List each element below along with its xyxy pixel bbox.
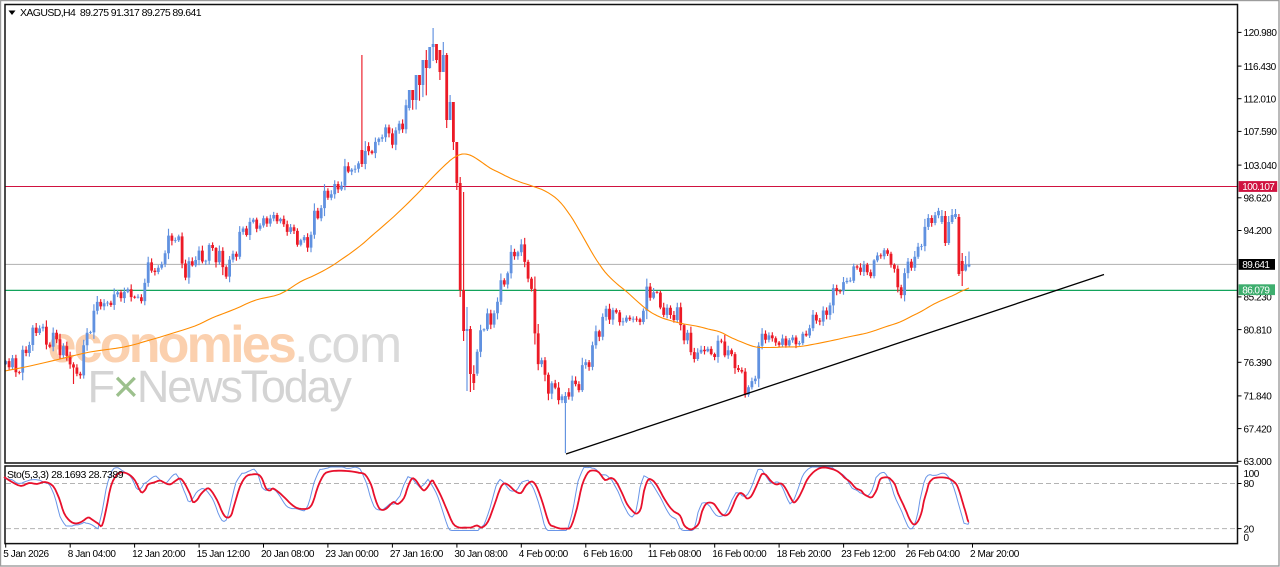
svg-text:120.980: 120.980: [1244, 28, 1278, 39]
svg-text:26 Feb 04:00: 26 Feb 04:00: [906, 549, 961, 560]
svg-text:F×NewsToday: F×NewsToday: [88, 361, 353, 412]
svg-text:63.000: 63.000: [1244, 457, 1273, 468]
svg-text:23 Feb 12:00: 23 Feb 12:00: [841, 549, 896, 560]
svg-text:89.641: 89.641: [1242, 260, 1270, 271]
svg-text:103.040: 103.040: [1244, 161, 1278, 172]
svg-text:2 Mar 20:00: 2 Mar 20:00: [970, 549, 1020, 560]
svg-text:80: 80: [1244, 479, 1255, 490]
svg-text:94.200: 94.200: [1244, 226, 1273, 237]
svg-text:98.620: 98.620: [1244, 194, 1273, 205]
svg-text:100.107: 100.107: [1242, 182, 1275, 193]
svg-text:20 Jan 08:00: 20 Jan 08:00: [261, 549, 315, 560]
svg-text:30 Jan 08:00: 30 Jan 08:00: [454, 549, 508, 560]
svg-text:85.230: 85.230: [1244, 293, 1273, 304]
svg-text:0: 0: [1244, 533, 1250, 544]
svg-text:XAGUSD,H4 89.275 91.317 89.27: XAGUSD,H4 89.275 91.317 89.275 89.641: [20, 7, 202, 19]
svg-text:112.010: 112.010: [1244, 94, 1277, 105]
svg-text:economies.com: economies.com: [48, 316, 401, 374]
svg-text:16 Feb 00:00: 16 Feb 00:00: [712, 549, 767, 560]
svg-text:15 Jan 12:00: 15 Jan 12:00: [197, 549, 251, 560]
svg-text:11 Feb 08:00: 11 Feb 08:00: [648, 549, 702, 560]
svg-text:6 Feb 16:00: 6 Feb 16:00: [583, 549, 633, 560]
svg-text:5 Jan 2026: 5 Jan 2026: [3, 549, 49, 560]
svg-text:71.840: 71.840: [1244, 392, 1273, 403]
svg-text:23 Jan 00:00: 23 Jan 00:00: [325, 549, 379, 560]
svg-text:27 Jan 16:00: 27 Jan 16:00: [390, 549, 444, 560]
svg-text:Sto(5,3,3) 28.1693 28.7389: Sto(5,3,3) 28.1693 28.7389: [7, 469, 124, 481]
svg-text:116.430: 116.430: [1244, 62, 1277, 73]
svg-text:76.390: 76.390: [1244, 358, 1273, 369]
svg-text:86.079: 86.079: [1242, 285, 1270, 296]
svg-text:80.810: 80.810: [1244, 325, 1273, 336]
svg-text:67.420: 67.420: [1244, 424, 1273, 435]
svg-text:12 Jan 20:00: 12 Jan 20:00: [132, 549, 186, 560]
svg-text:4 Feb 00:00: 4 Feb 00:00: [519, 549, 569, 560]
svg-text:100: 100: [1244, 469, 1260, 480]
svg-text:20: 20: [1244, 524, 1255, 535]
svg-text:8 Jan 04:00: 8 Jan 04:00: [68, 549, 117, 560]
svg-text:18 Feb 20:00: 18 Feb 20:00: [777, 549, 832, 560]
svg-text:107.590: 107.590: [1244, 127, 1278, 138]
